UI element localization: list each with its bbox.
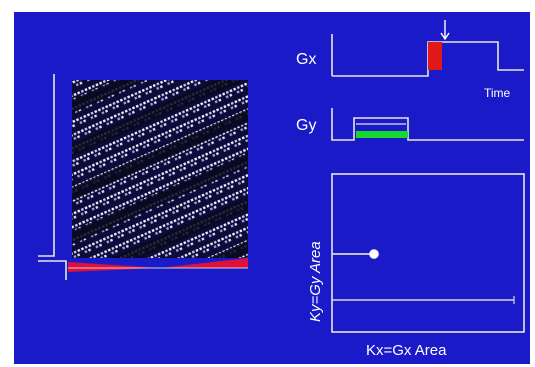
time-label: Time bbox=[484, 86, 511, 100]
kspace-panel: Ky=Gy Area Kx=Gx Area bbox=[307, 173, 525, 359]
bracket-line bbox=[38, 74, 55, 257]
gy-trace bbox=[331, 108, 524, 141]
ky-axis-label: Ky=Gy Area bbox=[307, 241, 324, 322]
gy-label: Gy bbox=[296, 117, 316, 134]
gy-green-lobe bbox=[356, 131, 408, 138]
gy-waveform: Gy bbox=[296, 108, 524, 141]
gx-red-lobe bbox=[428, 42, 442, 70]
diagram-slide: Gx Time Gy Ky=Gy Area Kx=Gx Area bbox=[14, 12, 530, 364]
kx-axis-label: Kx=Gx Area bbox=[366, 342, 447, 359]
diagram-canvas: Gx Time Gy Ky=Gy Area Kx=Gx Area bbox=[14, 12, 530, 364]
image-panel bbox=[72, 80, 248, 258]
image-bracket bbox=[38, 74, 67, 280]
readout-bracket-line bbox=[38, 260, 67, 280]
kspace-frame bbox=[331, 173, 525, 333]
gradient-wedge bbox=[68, 258, 248, 272]
gx-trace bbox=[331, 34, 524, 77]
kspace-position-dot bbox=[369, 249, 379, 259]
gx-label: Gx bbox=[296, 51, 316, 68]
gx-waveform: Gx Time bbox=[296, 20, 524, 100]
stripe-bands bbox=[72, 80, 248, 258]
wedge-right bbox=[160, 258, 248, 268]
down-arrow-icon bbox=[440, 20, 450, 41]
wedge-left bbox=[68, 262, 160, 272]
